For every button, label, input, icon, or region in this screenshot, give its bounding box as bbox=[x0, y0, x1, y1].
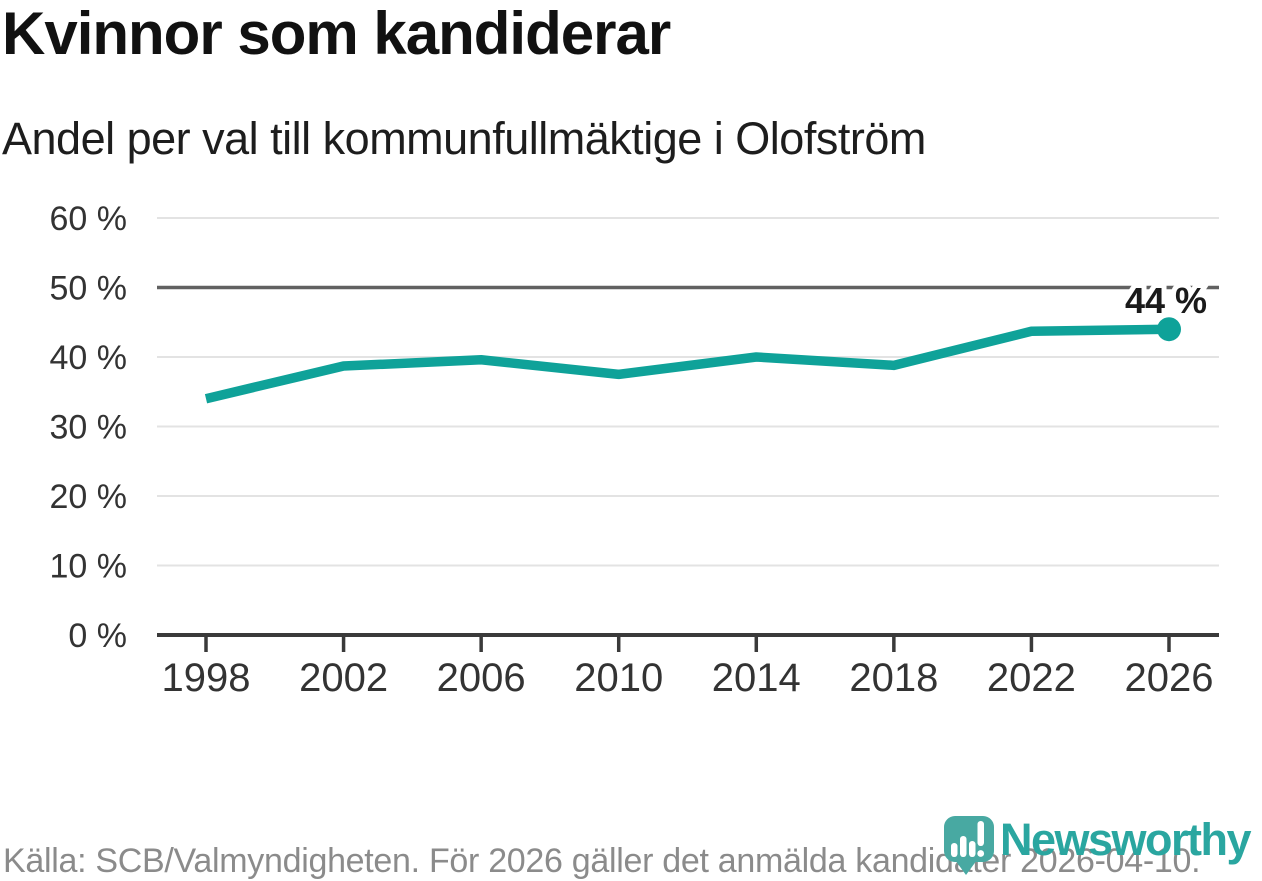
y-tick-label: 30 % bbox=[50, 409, 128, 447]
newsworthy-logo: Newsworthy bbox=[936, 808, 1262, 879]
x-tick-label: 2018 bbox=[849, 656, 938, 700]
line-chart: 0 % 10 % 20 % 30 % 40 % 50 % 60 % 1998 2002 2006 2… bbox=[50, 200, 1219, 700]
source-note: Källa: SCB/Valmyndigheten. För 2026 gäll… bbox=[3, 842, 1201, 880]
logo-bars bbox=[951, 821, 985, 857]
y-tick-label: 60 % bbox=[50, 200, 128, 238]
x-tick-label: 2002 bbox=[299, 656, 388, 700]
y-tick-label: 40 % bbox=[50, 339, 128, 377]
x-tick-label: 2010 bbox=[574, 656, 663, 700]
value-annotation: 44 % bbox=[1125, 280, 1207, 321]
page-subtitle: Andel per val till kommunfullmäktige i O… bbox=[2, 113, 926, 164]
x-tick-label: 1998 bbox=[162, 656, 251, 700]
x-tick-label: 2026 bbox=[1125, 656, 1214, 700]
y-tick-label: 10 % bbox=[50, 548, 128, 586]
end-dot bbox=[1157, 317, 1181, 342]
x-tick-label: 2022 bbox=[987, 656, 1076, 700]
y-tick-label: 0 % bbox=[68, 617, 127, 655]
newsworthy-bubble-chart-icon bbox=[944, 816, 994, 875]
page-title: Kvinnor som kandiderar bbox=[2, 0, 671, 67]
y-tick-label: 20 % bbox=[50, 478, 128, 516]
newsworthy-logo-text: Newsworthy bbox=[1000, 814, 1252, 865]
data-line bbox=[204, 324, 1170, 404]
y-tick-label: 50 % bbox=[50, 270, 128, 308]
x-tick-label: 2014 bbox=[712, 656, 801, 700]
x-tick-label: 2006 bbox=[437, 656, 526, 700]
